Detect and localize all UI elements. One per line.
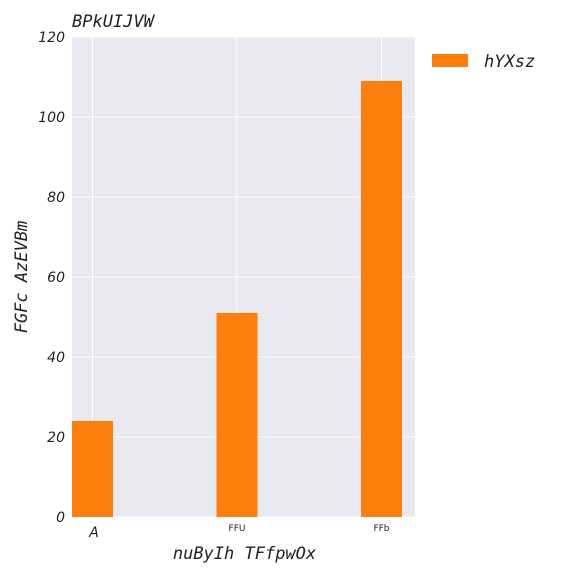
y-axis-label: FGFc AzEVBm — [12, 221, 32, 334]
x-tick-label: FFb — [373, 524, 389, 534]
chart-title: BPkUIJVW — [72, 12, 156, 32]
x-tick-label: A — [88, 525, 99, 541]
legend: hYXsz — [432, 52, 535, 72]
bar — [361, 81, 402, 517]
y-tick-labels: 0 20 40 60 80 100 120 — [38, 30, 65, 526]
x-axis-label: nuByIh TFfpwOx — [173, 544, 317, 564]
legend-swatch — [432, 54, 468, 67]
bar — [217, 313, 258, 517]
y-tick-label: 40 — [47, 350, 65, 366]
x-tick-labels: A FFU FFb — [88, 524, 390, 541]
legend-label: hYXsz — [484, 52, 535, 72]
y-tick-label: 60 — [47, 270, 65, 286]
y-tick-label: 120 — [38, 30, 65, 46]
y-tick-label: 20 — [47, 430, 65, 446]
x-tick-label: FFU — [229, 524, 246, 534]
y-tick-label: 80 — [47, 190, 65, 206]
y-tick-label: 100 — [38, 110, 65, 126]
bar — [72, 421, 113, 517]
y-tick-label: 0 — [56, 510, 65, 526]
